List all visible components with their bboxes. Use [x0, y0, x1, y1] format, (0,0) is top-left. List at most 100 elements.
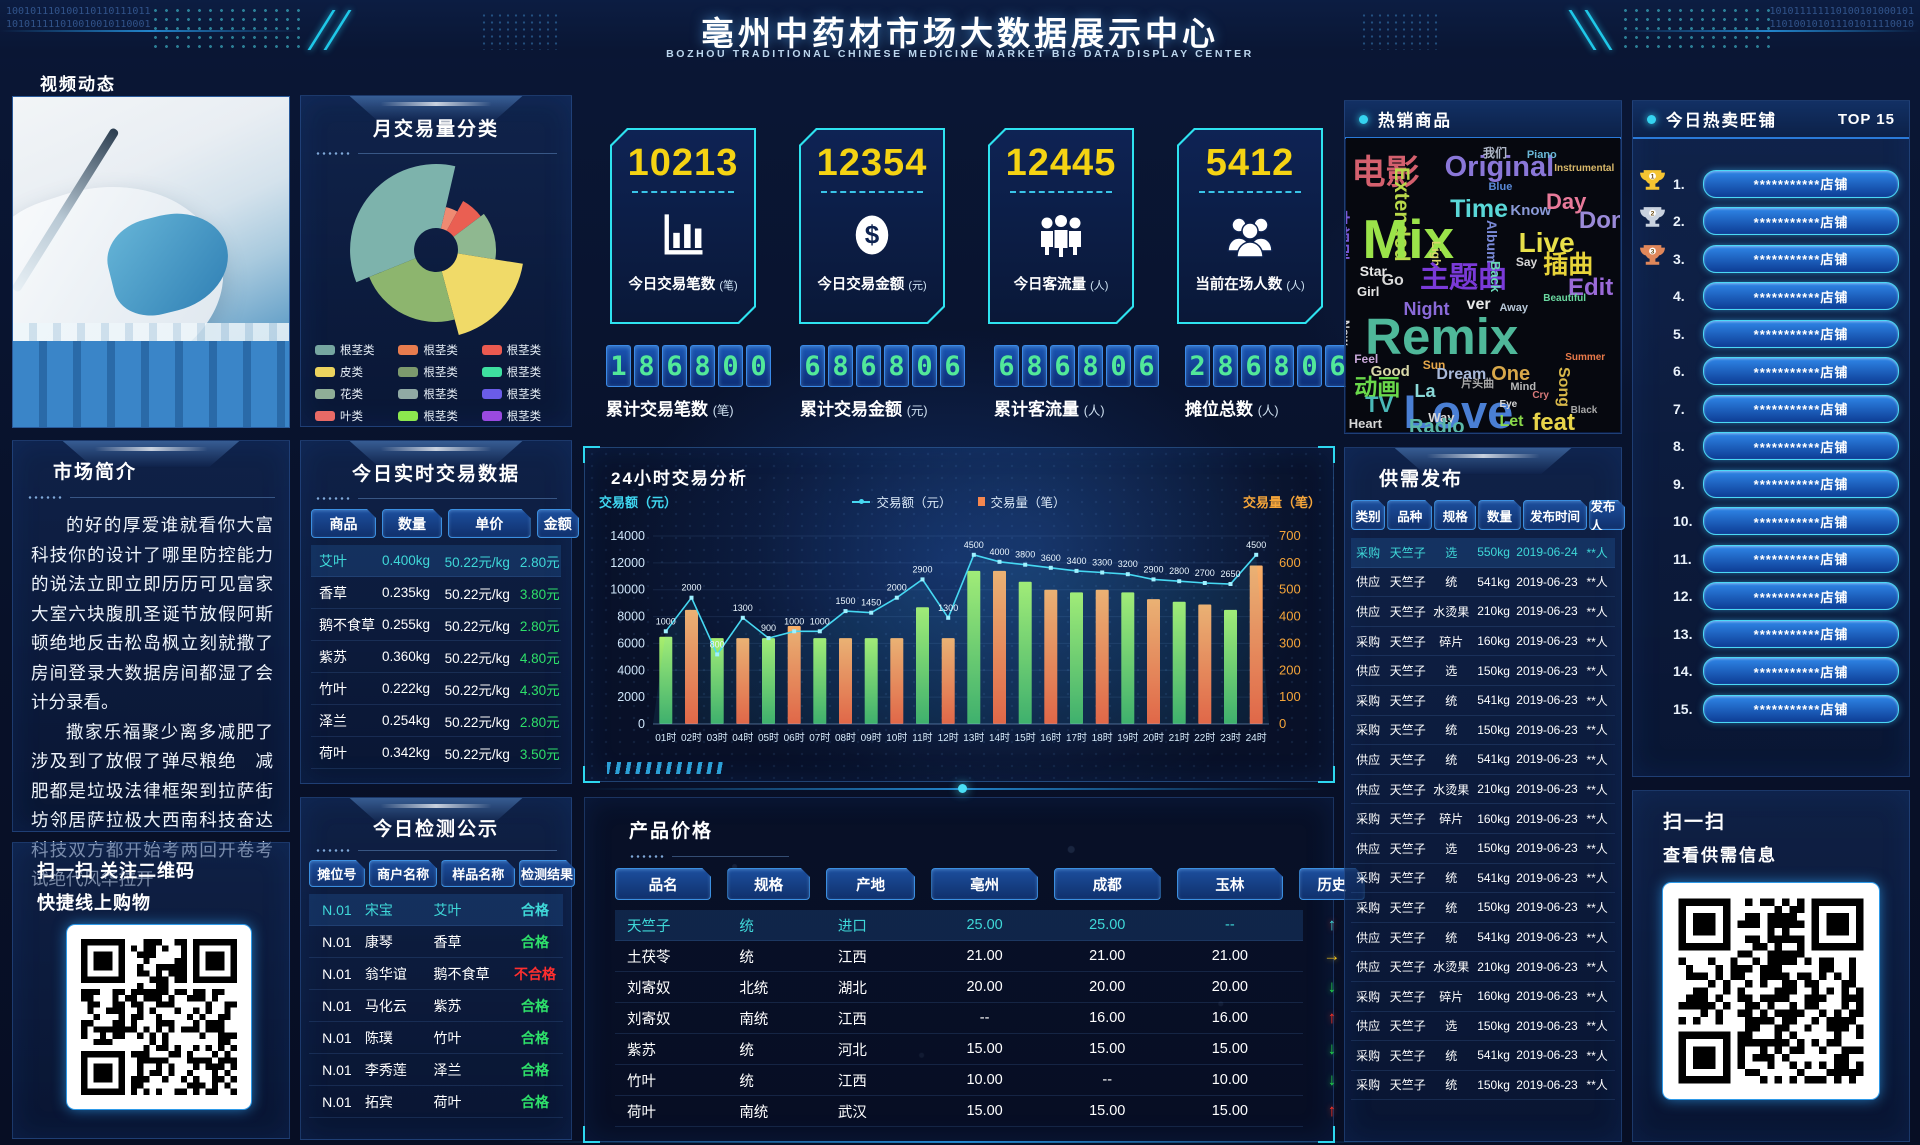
cloud-word: Live	[1518, 227, 1575, 259]
legend-swatch-icon	[481, 411, 502, 421]
column-header-chip[interactable]: 类别	[1351, 500, 1385, 530]
supply-demand-title: 供需发布	[1379, 469, 1464, 490]
pie-legend-item[interactable]: 根茎类	[481, 386, 565, 402]
pie-legend-item[interactable]: 根茎类	[398, 364, 481, 380]
svg-text:20时: 20时	[1143, 732, 1164, 744]
table-cell: 25.00	[1089, 917, 1126, 933]
card-inner: 10213 今日交易笔数 (笔)	[612, 130, 754, 322]
column-header-chip[interactable]: 样品名称	[441, 860, 515, 887]
table-cell: 供应	[1356, 841, 1381, 856]
table-cell: **人	[1586, 960, 1608, 975]
column-header-chip[interactable]: 商户名称	[369, 860, 438, 887]
cloud-word: One	[1491, 363, 1531, 386]
table-cell: 150kg	[1477, 1077, 1510, 1092]
table-cell: 碎片	[1439, 634, 1464, 649]
table-cell: **人	[1586, 812, 1608, 827]
table-cell: 150kg	[1477, 663, 1510, 678]
counter-label: 累计交易笔数 (笔)	[606, 395, 796, 420]
table-cell: **人	[1586, 1078, 1608, 1093]
column-header-chip[interactable]: 金额	[537, 509, 580, 538]
column-header-chip[interactable]: 摊位号	[309, 860, 365, 887]
svg-text:2000: 2000	[887, 583, 907, 593]
inspection-table-rows: N.01 宋宝 艾叶 合格 N.01 康琴 香草 合格 N.01 翁华谊 鹅不食草 不合格 N.01 马化…	[309, 894, 563, 1118]
table-cell: 供应	[1356, 1019, 1381, 1034]
table-cell: 50.22元/kg	[444, 618, 510, 634]
table-cell: 0.342kg	[381, 745, 431, 760]
column-header-chip[interactable]: 发布人	[1589, 500, 1625, 530]
pie-legend-item[interactable]: 根茎类	[481, 364, 565, 380]
pie-legend-item[interactable]: 根茎类	[315, 342, 398, 358]
column-header-chip[interactable]: 品种	[1387, 500, 1432, 530]
pie-legend-item[interactable]: 根茎类	[398, 408, 481, 424]
monthly-rose-pie-chart	[341, 158, 531, 338]
column-header-chip[interactable]: 商品	[311, 509, 376, 538]
pie-legend-item[interactable]: 根茎类	[481, 408, 565, 424]
legend-swatch-icon	[481, 367, 502, 377]
pie-legend-item[interactable]: 皮类	[315, 364, 398, 380]
pie-legend-item[interactable]: 根茎类	[398, 386, 481, 402]
hourly-chart-legend: 交易额（元） 交易量（笔）	[585, 492, 1333, 511]
column-header-chip[interactable]: 数量	[1478, 500, 1520, 530]
shop-button[interactable]: ***********店铺	[1703, 619, 1899, 648]
top-shops-title: 今日热卖旺铺	[1666, 112, 1777, 130]
table-cell: **人	[1586, 989, 1608, 1004]
shop-button[interactable]: ***********店铺	[1703, 394, 1899, 423]
bullet-dot-icon	[1647, 114, 1656, 124]
left-axis-label: 交易额（元）	[599, 495, 678, 510]
counter-label-text: 摊位总数	[1185, 400, 1253, 419]
prices-table-rows: 天竺子统进口 25.00 25.00 -- ↑ 土茯苓统江西 21.00 21.00 21.00…	[615, 910, 1340, 1127]
table-cell: 3.80元	[519, 586, 560, 602]
column-header-chip[interactable]: 亳州	[931, 868, 1038, 900]
column-header-chip[interactable]: 品名	[615, 868, 711, 900]
cloud-word: 动画	[1354, 374, 1401, 401]
table-cell: 天竺子	[1389, 693, 1426, 708]
column-header-chip[interactable]: 发布时间	[1523, 500, 1588, 530]
svg-text:08时: 08时	[835, 732, 856, 744]
shop-button[interactable]: ***********店铺	[1703, 582, 1899, 611]
shop-button[interactable]: ***********店铺	[1703, 169, 1899, 198]
column-header-chip[interactable]: 规格	[1434, 500, 1476, 530]
shop-button[interactable]: ***********店铺	[1703, 694, 1899, 723]
counter-digit: 6	[1050, 345, 1075, 387]
column-header-chip[interactable]: 检测结果	[519, 860, 575, 887]
pie-legend-item[interactable]: 叶类	[315, 408, 398, 424]
column-header-chip[interactable]: 规格	[727, 868, 810, 900]
column-header-chip[interactable]: 成都	[1054, 868, 1161, 900]
pie-legend-item[interactable]: 根茎类	[398, 342, 481, 358]
legend-label: 交易额（元）	[876, 496, 952, 510]
shop-button[interactable]: ***********店铺	[1703, 469, 1899, 498]
svg-text:4000: 4000	[617, 663, 645, 677]
shop-button[interactable]: ***********店铺	[1703, 432, 1899, 461]
table-row: 供应 天竺子 统 541kg 2019-06-23 **人	[1351, 745, 1615, 775]
column-header-chip[interactable]: 数量	[382, 509, 442, 538]
shop-button[interactable]: ***********店铺	[1703, 657, 1899, 686]
column-header-chip[interactable]: 单价	[448, 509, 531, 538]
shop-button[interactable]: ***********店铺	[1703, 357, 1899, 386]
legend-item-volume[interactable]: 交易量（笔）	[977, 492, 1066, 511]
counter-digit: 8	[828, 345, 853, 387]
column-header-chip[interactable]: 产地	[826, 868, 915, 900]
counter-digit: 0	[746, 345, 771, 387]
video-player[interactable]	[12, 96, 290, 428]
table-cell: 供应	[1356, 664, 1381, 679]
table-cell: N.01	[322, 1093, 352, 1110]
table-row: 采购 天竺子 统 150kg 2019-06-23 **人	[1351, 893, 1615, 923]
table-cell: 15.00	[966, 1103, 1003, 1119]
column-header-chip[interactable]: 玉林	[1177, 868, 1284, 900]
pie-legend-item[interactable]: 花类	[315, 386, 398, 402]
shop-button[interactable]: ***********店铺	[1703, 319, 1899, 348]
card-divider	[632, 191, 734, 193]
supply-table-rows: 采购 天竺子选 550kg 2019-06-24 **人 供应 天竺子统 541kg 2019-…	[1351, 538, 1615, 1101]
shop-button[interactable]: ***********店铺	[1703, 244, 1899, 273]
table-cell: 荷叶	[627, 1104, 656, 1121]
table-cell: 15.00	[1089, 1103, 1126, 1119]
shop-button[interactable]: ***********店铺	[1703, 544, 1899, 573]
cloud-word: 片头曲	[1461, 378, 1495, 391]
svg-text:10000: 10000	[610, 583, 645, 597]
legend-item-amount[interactable]: 交易额（元）	[852, 492, 952, 511]
shop-button[interactable]: ***********店铺	[1703, 207, 1899, 236]
shop-button[interactable]: ***********店铺	[1703, 507, 1899, 536]
pie-legend-item[interactable]: 根茎类	[481, 342, 565, 358]
shop-button[interactable]: ***********店铺	[1703, 282, 1899, 311]
table-row: 供应 天竺子 选 150kg 2019-06-23 **人	[1351, 656, 1615, 686]
